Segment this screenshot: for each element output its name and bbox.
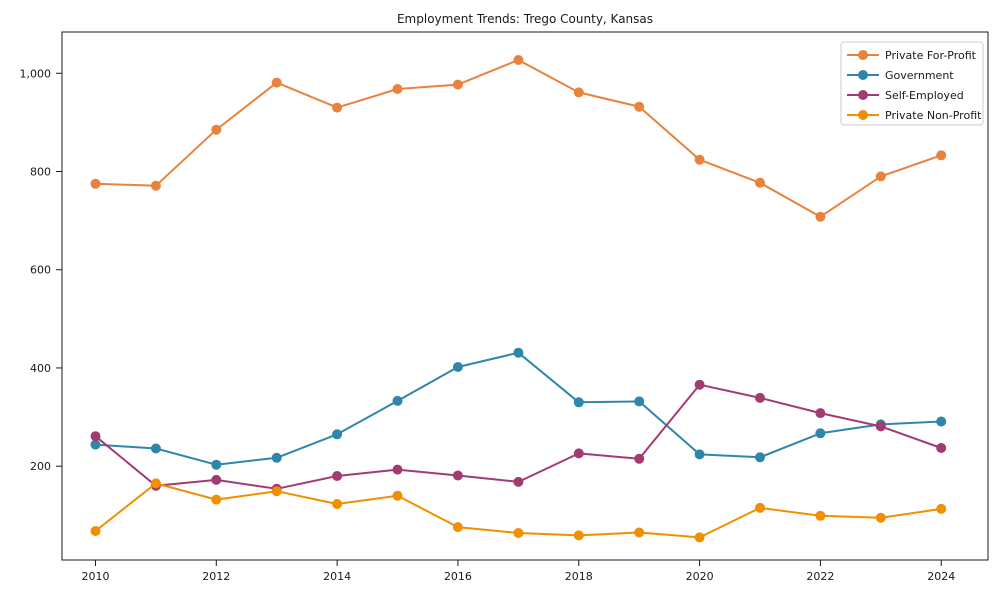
data-point-government-2015 bbox=[392, 395, 403, 406]
series-line-government bbox=[95, 351, 942, 466]
data-point-private-non-profit-2012 bbox=[211, 494, 222, 505]
data-point-self-employed-2015 bbox=[392, 464, 403, 475]
x-axis-tick-label: 2016 bbox=[444, 570, 472, 583]
data-point-private-for-profit-2012 bbox=[211, 124, 222, 135]
data-point-private-for-profit-2017 bbox=[513, 55, 524, 65]
data-point-private-for-profit-2011 bbox=[150, 180, 161, 191]
data-point-private-non-profit-2010 bbox=[90, 526, 101, 536]
data-point-self-employed-2016 bbox=[452, 470, 463, 481]
data-point-self-employed-2019 bbox=[634, 453, 645, 464]
data-point-private-non-profit-2011 bbox=[150, 478, 161, 489]
x-axis-tick-label: 2024 bbox=[927, 570, 955, 583]
data-point-self-employed-2022 bbox=[815, 408, 826, 419]
data-point-private-for-profit-2013 bbox=[271, 77, 282, 88]
data-point-self-employed-2012 bbox=[211, 474, 222, 485]
legend-item-label-self-employed: Self-Employed bbox=[885, 89, 964, 102]
legend-marker-self-employed bbox=[858, 90, 868, 100]
data-point-government-2013 bbox=[271, 452, 282, 463]
legend-marker-private-for-profit bbox=[858, 50, 868, 60]
legend bbox=[840, 41, 984, 126]
legend-item-label-government: Government bbox=[885, 69, 954, 82]
data-point-self-employed-2024 bbox=[936, 443, 947, 453]
data-point-self-employed-2020 bbox=[694, 379, 705, 390]
data-point-private-for-profit-2024 bbox=[936, 150, 947, 161]
axes-frame bbox=[61, 31, 989, 561]
x-axis-tick-label: 2018 bbox=[565, 570, 593, 583]
data-point-private-non-profit-2023 bbox=[875, 512, 886, 523]
x-axis-tick-label: 2020 bbox=[686, 570, 714, 583]
x-axis-tick-label: 2022 bbox=[806, 570, 834, 583]
legend-item-label-private-for-profit: Private For-Profit bbox=[885, 49, 977, 62]
data-point-private-non-profit-2015 bbox=[392, 490, 403, 501]
legend-marker-government bbox=[858, 70, 868, 80]
data-point-private-non-profit-2019 bbox=[634, 527, 645, 538]
legend-marker-private-non-profit bbox=[858, 110, 868, 120]
data-point-government-2018 bbox=[573, 397, 584, 408]
y-axis-tick-label: 400 bbox=[30, 362, 51, 375]
data-point-private-for-profit-2015 bbox=[392, 84, 403, 94]
data-point-private-non-profit-2013 bbox=[271, 486, 282, 497]
legend-item-label-private-non-profit: Private Non-Profit bbox=[885, 109, 982, 122]
data-point-private-for-profit-2014 bbox=[332, 102, 343, 113]
data-point-government-2010 bbox=[90, 439, 101, 450]
data-point-government-2021 bbox=[755, 452, 765, 463]
x-axis-tick-label: 2012 bbox=[202, 570, 230, 583]
y-axis-tick-label: 600 bbox=[30, 264, 51, 277]
data-point-government-2016 bbox=[452, 362, 463, 372]
data-point-government-2014 bbox=[332, 429, 343, 440]
data-point-private-non-profit-2024 bbox=[936, 503, 947, 514]
x-axis-tick-label: 2014 bbox=[323, 570, 351, 583]
data-point-government-2017 bbox=[513, 347, 524, 358]
series-line-private-for-profit bbox=[95, 59, 942, 218]
data-point-self-employed-2017 bbox=[513, 476, 524, 487]
data-point-government-2022 bbox=[815, 428, 826, 439]
data-point-private-for-profit-2021 bbox=[755, 177, 765, 188]
data-point-government-2020 bbox=[694, 449, 705, 460]
data-point-private-non-profit-2014 bbox=[332, 499, 343, 509]
data-point-self-employed-2018 bbox=[573, 448, 584, 459]
data-point-private-for-profit-2023 bbox=[875, 171, 886, 182]
data-point-private-for-profit-2019 bbox=[634, 101, 645, 112]
data-point-private-for-profit-2022 bbox=[815, 211, 826, 222]
data-point-self-employed-2023 bbox=[875, 421, 886, 432]
data-point-private-non-profit-2020 bbox=[694, 532, 705, 543]
data-point-private-non-profit-2021 bbox=[755, 502, 765, 513]
y-axis-tick-label: 800 bbox=[30, 165, 51, 178]
data-point-private-non-profit-2022 bbox=[815, 510, 826, 521]
x-axis-tick-label: 2010 bbox=[81, 570, 109, 583]
data-point-private-non-profit-2018 bbox=[573, 530, 584, 541]
data-point-private-non-profit-2017 bbox=[513, 528, 524, 538]
y-axis-tick-label: 200 bbox=[30, 460, 51, 473]
data-point-private-for-profit-2016 bbox=[452, 79, 463, 90]
data-point-self-employed-2010 bbox=[90, 431, 101, 442]
data-point-private-non-profit-2016 bbox=[452, 522, 463, 533]
data-point-government-2024 bbox=[936, 416, 947, 427]
data-point-private-for-profit-2010 bbox=[90, 178, 101, 189]
data-point-private-for-profit-2018 bbox=[573, 87, 584, 98]
data-point-private-for-profit-2020 bbox=[694, 154, 705, 165]
y-axis-tick-label: 1,000 bbox=[20, 67, 52, 80]
chart-title: Employment Trends: Trego County, Kansas bbox=[397, 12, 653, 26]
data-point-government-2011 bbox=[150, 443, 161, 454]
data-point-self-employed-2014 bbox=[332, 471, 343, 481]
plot-area: 200 400 600 800 1,000 2010 2012 2014 2016 2018 202… bbox=[20, 31, 989, 583]
data-point-government-2019 bbox=[634, 396, 645, 407]
data-point-self-employed-2021 bbox=[755, 392, 765, 403]
data-point-government-2012 bbox=[211, 459, 222, 470]
